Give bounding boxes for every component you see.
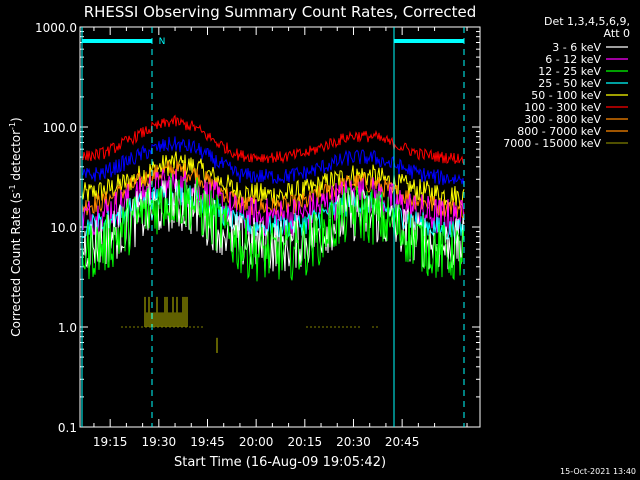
saa-label-n: N — [159, 37, 166, 47]
legend-label: 7000 - 15000 keV — [503, 137, 601, 150]
x-tick-label: 20:30 — [336, 435, 371, 449]
y-tick-label: 100.0 — [43, 121, 77, 135]
series-line-5 — [81, 114, 465, 165]
legend-label: 300 - 800 keV — [524, 113, 601, 126]
x-tick-label: 19:15 — [93, 435, 128, 449]
footer-date: 15-Oct-2021 13:40 — [560, 467, 636, 476]
legend-header-1: Det 1,3,4,5,6,9, — [544, 15, 630, 28]
y-axis-label: Corrected Count Rate (s-1 detector-1) — [8, 117, 23, 336]
x-tick-label: 20:15 — [288, 435, 323, 449]
x-axis-label: Start Time (16-Aug-09 19:05:42) — [174, 455, 386, 470]
legend-label: 100 - 300 keV — [524, 101, 601, 114]
y-tick-label: 0.1 — [58, 421, 77, 435]
legend-label: 3 - 6 keV — [552, 41, 601, 54]
legend-label: 50 - 100 keV — [531, 89, 601, 102]
y-tick-label: 10.0 — [50, 221, 77, 235]
series-line-2 — [81, 173, 465, 282]
x-tick-label: 20:45 — [385, 435, 420, 449]
x-tick-label: 20:00 — [239, 435, 274, 449]
legend-label: 800 - 7000 keV — [517, 125, 601, 138]
legend-label: 6 - 12 keV — [545, 53, 601, 66]
legend-header-2: Att 0 — [604, 27, 630, 40]
y-tick-label: 1000.0 — [35, 21, 77, 35]
series-line-blue — [81, 136, 465, 187]
x-axis: 19:15 19:30 19:45 20:00 20:15 20:30 20:45 — [93, 27, 468, 449]
chart-title: RHESSI Observing Summary Count Rates, Co… — [84, 3, 477, 21]
legend-label: 25 - 50 keV — [538, 77, 601, 90]
legend-label: 12 - 25 keV — [538, 65, 601, 78]
y-tick-label: 1.0 — [58, 321, 77, 335]
attenuator-layer — [121, 296, 380, 353]
x-tick-label: 19:30 — [142, 435, 177, 449]
x-tick-label: 19:45 — [190, 435, 225, 449]
series-layer — [81, 114, 465, 282]
saa-markers: N — [81, 27, 465, 427]
